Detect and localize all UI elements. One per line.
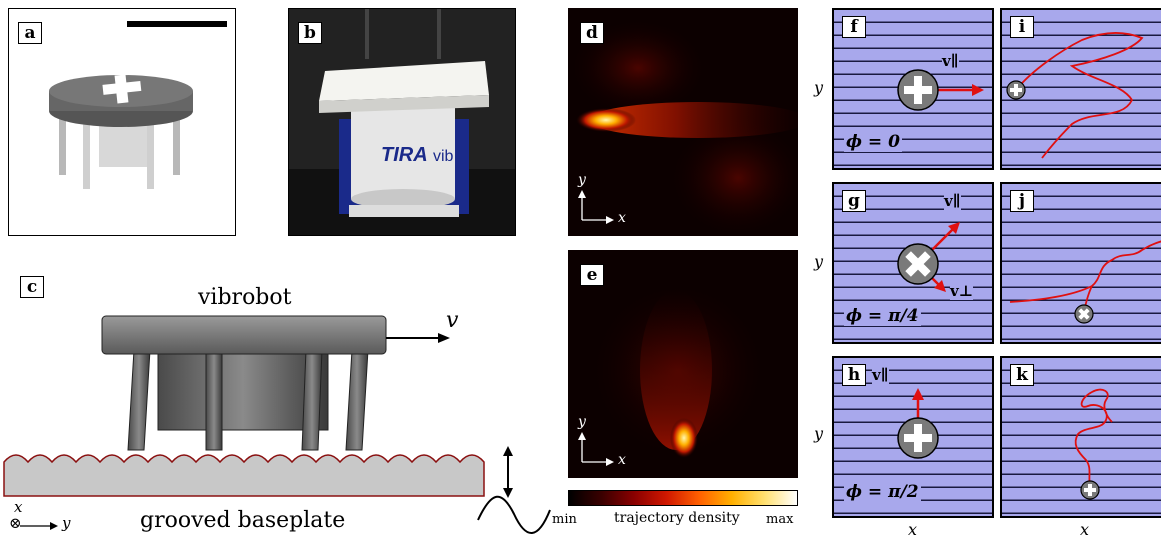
photo-panel-a	[8, 8, 236, 236]
colorbar-max: max	[766, 512, 794, 527]
g-vperp: v⊥	[950, 282, 974, 300]
panel-label-b: b	[298, 22, 322, 44]
panel-label-h: h	[842, 364, 866, 386]
heatmap-e-plot	[578, 280, 768, 466]
brand-text: TIRA	[381, 144, 428, 166]
panel-label-j: j	[1010, 190, 1034, 212]
brand-suffix: vib	[433, 148, 454, 165]
heatmap-e-y: y	[578, 414, 586, 430]
axis-y-label: y	[62, 514, 71, 532]
velocity-label: v	[446, 308, 459, 333]
panel-label-g: g	[842, 190, 866, 212]
panel-label-i: i	[1010, 16, 1034, 38]
photo-panel-b: TIRA vib	[288, 8, 516, 236]
panel-label-k: k	[1010, 364, 1034, 386]
vibrobot-photo	[49, 21, 227, 189]
schematic-y-label-2: y	[814, 252, 824, 271]
schematic-x-label-2: x	[1080, 520, 1090, 539]
schematic-i	[1000, 8, 1161, 170]
f-vpar: v∥	[942, 52, 959, 70]
schematic-y-label-1: y	[814, 78, 824, 97]
g-vpar: v∥	[944, 192, 961, 210]
shaker-photo: TIRA vib	[289, 9, 515, 235]
g-phi: ϕ = π/4	[844, 306, 921, 326]
vibrobot-diagram	[3, 315, 551, 534]
heatmap-e	[568, 250, 798, 478]
colorbar-min: min	[552, 512, 577, 527]
schematic-y-label-3: y	[814, 424, 824, 443]
axis-symbol: ⊗	[9, 514, 22, 532]
h-phi: ϕ = π/2	[844, 482, 921, 502]
panel-label-d: d	[580, 22, 604, 44]
panel-label-c: c	[20, 276, 44, 298]
axis-x-label: x	[14, 498, 23, 516]
heatmap-d-y: y	[578, 172, 586, 188]
robot-label: vibrobot	[198, 285, 292, 310]
panel-label-e: e	[580, 264, 604, 286]
h-vpar: v∥	[872, 366, 889, 384]
heatmap-d-x: x	[618, 210, 626, 226]
schematic-j	[1000, 182, 1161, 344]
panel-label-a: a	[18, 22, 42, 44]
colorbar	[568, 490, 798, 506]
colorbar-label: trajectory density	[614, 510, 740, 526]
heatmap-e-x: x	[618, 452, 626, 468]
schematic-x-label-1: x	[908, 520, 918, 539]
panel-label-f: f	[842, 16, 866, 38]
f-phi: ϕ = 0	[844, 132, 902, 152]
baseplate-label: grooved baseplate	[140, 508, 346, 533]
scale-bar	[127, 21, 227, 27]
